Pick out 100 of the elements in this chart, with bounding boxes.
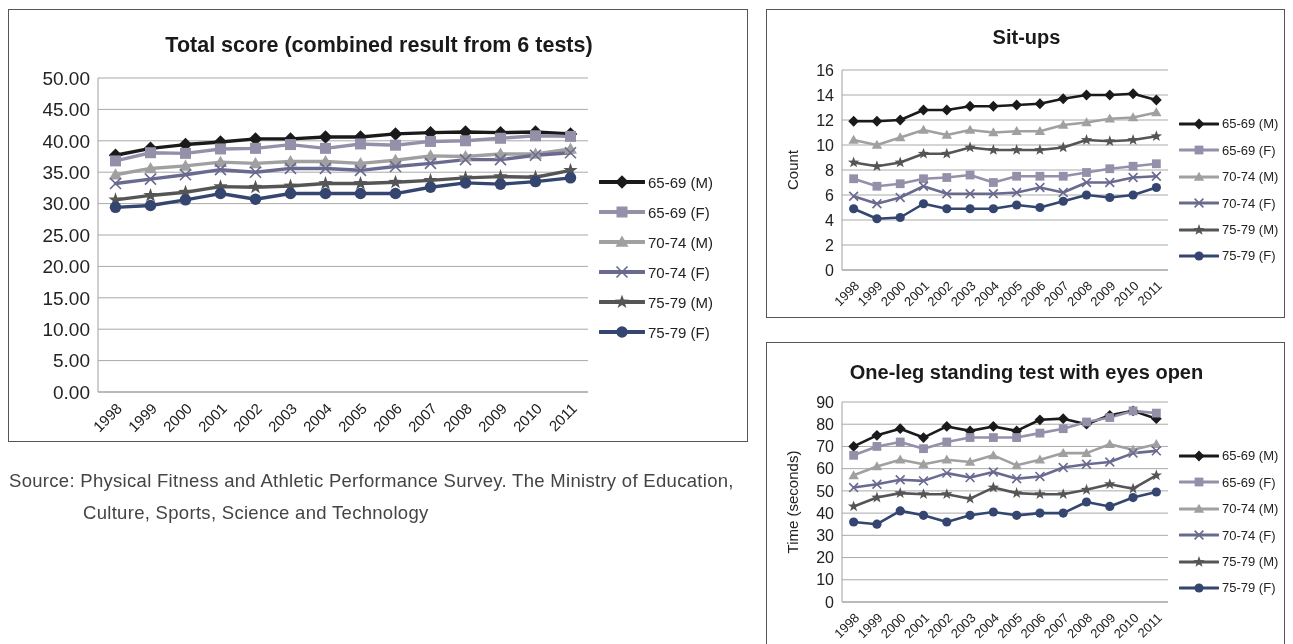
- point: [941, 467, 952, 479]
- point: [355, 138, 366, 150]
- point: [941, 454, 952, 464]
- point: [988, 466, 999, 478]
- point: [1127, 172, 1139, 183]
- point: [1058, 447, 1069, 457]
- point: [872, 519, 882, 529]
- point: [895, 454, 906, 464]
- point: [494, 178, 507, 190]
- point: [964, 141, 976, 153]
- point: [109, 177, 122, 190]
- chart-title: Total score (combined result from 6 tests): [164, 33, 594, 58]
- y-tick-label: 16: [816, 61, 835, 79]
- point: [918, 432, 929, 443]
- point: [849, 517, 859, 527]
- y-axis-title: Time (seconds): [784, 450, 802, 554]
- point: [965, 510, 975, 520]
- point: [1011, 473, 1022, 484]
- point: [388, 174, 403, 189]
- point: [1057, 413, 1069, 425]
- point: [1058, 508, 1068, 518]
- y-tick-label: 30: [816, 527, 835, 545]
- point: [848, 191, 859, 202]
- point: [1057, 488, 1069, 500]
- point: [1081, 447, 1092, 457]
- point: [1127, 482, 1139, 494]
- y-tick-label: 20: [816, 549, 835, 567]
- y-tick-label: 0: [825, 261, 835, 279]
- point: [1105, 413, 1115, 422]
- point: [988, 507, 998, 517]
- y-tick-label: 35.00: [42, 161, 90, 183]
- point: [144, 172, 157, 186]
- y-tick-label: 10: [816, 571, 835, 589]
- point: [1034, 454, 1046, 464]
- point: [1035, 428, 1045, 438]
- point: [284, 162, 297, 175]
- point: [895, 212, 905, 223]
- point: [179, 159, 192, 171]
- point: [1127, 88, 1139, 100]
- point: [1105, 164, 1115, 174]
- legend-label: 65-69 (F): [648, 203, 710, 221]
- point: [918, 181, 929, 192]
- point: [1058, 119, 1069, 129]
- point: [941, 421, 953, 432]
- point: [1151, 408, 1161, 418]
- point: [425, 135, 436, 147]
- point: [1080, 134, 1093, 145]
- y-tick-label: 4: [825, 211, 835, 229]
- point: [871, 198, 883, 209]
- point: [1151, 182, 1161, 193]
- legend-label: 70-74 (M): [648, 233, 714, 251]
- point: [918, 124, 929, 134]
- legend-label: 65-69 (F): [1222, 474, 1276, 490]
- point: [564, 146, 577, 160]
- point: [895, 192, 906, 203]
- point: [894, 423, 906, 435]
- point: [964, 492, 976, 504]
- y-tick-label: 8: [825, 161, 835, 179]
- point: [319, 162, 332, 175]
- point: [942, 204, 952, 214]
- point: [143, 187, 158, 202]
- point: [389, 160, 402, 173]
- y-tick-label: 12: [816, 111, 835, 129]
- point: [1151, 445, 1162, 457]
- point: [965, 433, 975, 442]
- point: [1127, 112, 1139, 122]
- chart-title: One-leg standing test with eyes open: [848, 361, 1205, 384]
- y-tick-label: 30.00: [42, 193, 90, 215]
- point: [248, 179, 263, 194]
- legend-label: 75-79 (F): [1222, 248, 1276, 264]
- point: [1081, 459, 1092, 470]
- point: [1151, 487, 1161, 497]
- point: [848, 134, 859, 144]
- y-tick-label: 0.00: [53, 381, 90, 403]
- point: [918, 510, 929, 520]
- point: [1127, 447, 1139, 459]
- point: [109, 201, 122, 214]
- point: [564, 172, 577, 184]
- point: [390, 139, 401, 151]
- point: [460, 135, 471, 147]
- point: [354, 164, 367, 177]
- point: [941, 488, 953, 500]
- point: [1081, 177, 1092, 188]
- legend-label: 65-69 (F): [1222, 142, 1276, 158]
- point: [1128, 190, 1138, 200]
- point: [988, 127, 999, 137]
- y-tick-label: 40.00: [42, 130, 90, 152]
- point: [250, 142, 261, 154]
- point: [318, 176, 333, 190]
- point: [1104, 478, 1116, 490]
- y-tick-label: 70: [816, 438, 835, 456]
- point: [1128, 161, 1138, 171]
- point: [214, 163, 227, 176]
- point: [1034, 98, 1046, 110]
- point: [1034, 414, 1046, 426]
- point: [917, 488, 930, 500]
- point: [987, 144, 1000, 155]
- point: [249, 165, 262, 179]
- point: [894, 487, 906, 498]
- point: [388, 127, 403, 141]
